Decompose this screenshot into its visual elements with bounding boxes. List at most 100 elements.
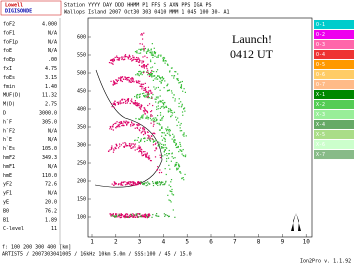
echo-dot <box>146 68 148 70</box>
echo-dot <box>179 130 181 132</box>
echo-dot <box>136 148 138 151</box>
echo-dot <box>170 201 172 203</box>
echo-dot <box>167 89 169 92</box>
echo-dot <box>136 126 138 129</box>
echo-dot <box>181 177 183 179</box>
echo-dot <box>154 98 156 100</box>
echo-dot <box>152 139 154 141</box>
echo-dot <box>135 102 138 104</box>
legend-swatch <box>314 140 354 149</box>
echo-dot <box>116 101 118 104</box>
echo-dot <box>124 142 126 144</box>
echo-dot <box>179 171 181 173</box>
echo-dot <box>146 110 148 113</box>
echo-dot <box>149 74 151 76</box>
legend-swatch <box>314 150 354 159</box>
echo-dot <box>125 213 127 215</box>
echo-dot <box>152 141 154 143</box>
echo-dot <box>143 32 145 34</box>
echo-dot <box>132 143 134 145</box>
x-tick-label: 6 <box>209 239 213 246</box>
echo-dot <box>152 182 154 184</box>
echo-dot <box>152 56 154 59</box>
echo-dot <box>122 98 124 100</box>
echo-dot <box>157 96 159 98</box>
legend-swatch <box>314 130 354 139</box>
echo-dot <box>159 184 161 186</box>
echo-dot <box>139 52 142 54</box>
echo-dot <box>172 157 175 159</box>
echo-dot <box>116 80 118 83</box>
echo-dot <box>162 155 164 157</box>
echo-dot <box>141 149 143 151</box>
echo-dot <box>139 150 141 152</box>
echo-dot <box>161 119 163 121</box>
echo-dot <box>148 73 151 75</box>
param-value: 3000.0 <box>39 111 57 117</box>
echo-dot <box>116 55 118 57</box>
echo-dot <box>128 76 130 79</box>
echo-dot <box>148 50 150 52</box>
echo-dot <box>143 45 145 47</box>
echo-dot <box>154 150 156 152</box>
echo-dot <box>143 111 145 113</box>
echo-dot <box>151 69 153 72</box>
echo-dot <box>148 183 151 185</box>
echo-dot <box>131 101 133 103</box>
echo-dot <box>140 85 142 87</box>
echo-dot <box>162 147 164 149</box>
echo-dot <box>148 157 150 159</box>
echo-dot <box>182 177 184 179</box>
echo-dot <box>146 117 148 119</box>
echo-dot <box>143 107 146 109</box>
echo-dot <box>120 102 122 104</box>
echo-dot <box>140 48 142 51</box>
legend-swatch <box>314 80 354 89</box>
echo-dot <box>161 135 163 137</box>
echo-dot <box>143 70 145 73</box>
echo-dot <box>168 216 170 218</box>
echo-dot <box>147 213 149 215</box>
echo-dot <box>140 138 142 140</box>
echo-dot <box>125 145 128 147</box>
echo-dot <box>139 182 142 184</box>
echo-dot <box>144 216 146 219</box>
echo-dot <box>161 126 163 128</box>
echo-dot <box>135 60 137 62</box>
echo-dot <box>174 216 176 218</box>
echo-dot <box>135 183 137 185</box>
echo-dot <box>170 111 172 114</box>
echo-dot <box>131 143 133 145</box>
echo-dot <box>111 103 113 105</box>
echo-dot <box>182 90 184 92</box>
echo-dot <box>177 167 179 169</box>
echo-dot <box>123 121 125 123</box>
param-value: 105.0 <box>42 146 57 152</box>
echo-dot <box>168 133 170 135</box>
echo-dot <box>152 93 154 96</box>
echo-dot <box>145 215 147 217</box>
param-name: foF2 <box>3 22 15 28</box>
echo-dot <box>113 184 115 186</box>
echo-dot <box>123 146 125 148</box>
rocket-icon <box>291 213 301 231</box>
echo-dot <box>181 111 184 113</box>
echo-dot <box>124 184 127 186</box>
echo-dot <box>113 106 115 109</box>
echo-dot <box>179 86 182 89</box>
echo-dot <box>150 74 152 77</box>
header-line: Wallops Island 2007 Oct30 303 0410 MMM 1… <box>64 10 230 16</box>
echo-dot <box>122 142 124 144</box>
echo-dot <box>155 87 157 89</box>
echo-dot <box>108 61 111 64</box>
echo-dot <box>132 215 134 217</box>
echo-dot <box>163 57 166 59</box>
echo-dot <box>153 119 156 121</box>
echo-dot <box>180 101 182 103</box>
echo-dot <box>144 108 146 110</box>
echo-dot <box>165 160 168 162</box>
echo-dot <box>152 75 154 77</box>
echo-dot <box>151 181 154 183</box>
echo-dot <box>158 129 161 131</box>
echo-dot <box>134 100 136 102</box>
